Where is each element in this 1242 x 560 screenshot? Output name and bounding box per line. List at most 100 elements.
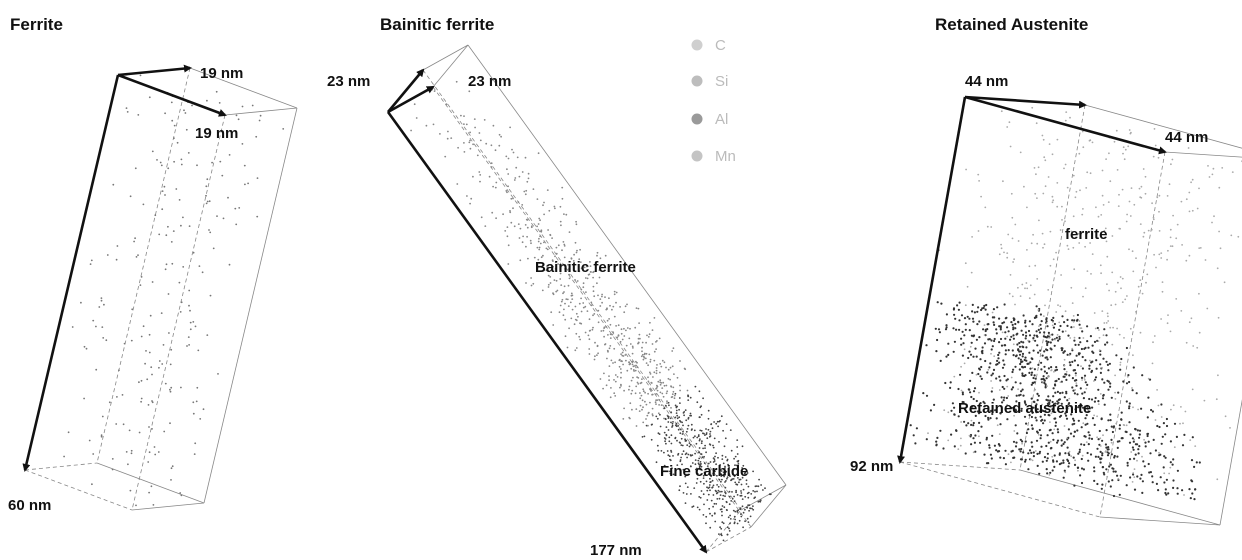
legend-label: Si [715, 73, 728, 90]
atom [1073, 215, 1075, 217]
atom [998, 341, 1000, 343]
atom [1102, 434, 1104, 436]
atom [550, 282, 552, 284]
atom [543, 202, 545, 204]
atom [972, 304, 974, 306]
atom [1106, 429, 1108, 431]
atom [1034, 294, 1036, 296]
atom [1028, 352, 1030, 354]
atom [990, 339, 992, 341]
atom [976, 311, 978, 313]
atom [527, 258, 529, 260]
atom [1033, 334, 1035, 336]
legend-swatch [692, 114, 703, 125]
atom [1114, 375, 1116, 377]
atom [127, 463, 129, 465]
atom [1047, 358, 1049, 360]
atom [930, 409, 932, 411]
atom [1050, 265, 1052, 267]
atom [1065, 379, 1067, 381]
box-edge [1100, 152, 1165, 517]
atom [1012, 261, 1014, 263]
atom [1075, 375, 1077, 377]
atom [590, 302, 592, 304]
atom [1076, 429, 1078, 431]
atom [1132, 250, 1134, 252]
atom [101, 300, 103, 302]
atom [191, 105, 193, 107]
atom [672, 455, 674, 457]
atom [651, 394, 653, 396]
atom [993, 355, 995, 357]
atom [658, 412, 660, 414]
atom [664, 361, 666, 363]
atom [573, 254, 575, 256]
atom [589, 338, 591, 340]
atom [655, 403, 657, 405]
atom [1018, 240, 1020, 242]
atom [1062, 459, 1064, 461]
atom [242, 143, 244, 145]
atom [1074, 389, 1076, 391]
atom [935, 328, 937, 330]
atom [1061, 206, 1063, 208]
atom [1036, 122, 1038, 124]
atom [463, 123, 465, 125]
atom [1163, 466, 1165, 468]
atom [592, 327, 594, 329]
atom [711, 500, 713, 502]
atom [1183, 494, 1185, 496]
atom [1049, 429, 1051, 431]
atom [687, 396, 689, 398]
atom [510, 222, 512, 224]
atom [1059, 463, 1061, 465]
atom [1081, 393, 1083, 395]
atom [209, 232, 211, 234]
atom [734, 500, 736, 502]
atom [680, 457, 682, 459]
atom [1101, 378, 1103, 380]
atom [709, 513, 711, 515]
atom [563, 291, 565, 293]
atom [964, 317, 966, 319]
atom [195, 326, 197, 328]
atom [1029, 265, 1031, 267]
atom [1188, 147, 1190, 149]
atom [1031, 323, 1033, 325]
atom [480, 140, 482, 142]
atom [116, 259, 118, 261]
atom [642, 342, 644, 344]
atom [1063, 365, 1065, 367]
legend-swatch [692, 40, 703, 51]
atom [557, 290, 559, 292]
atom [1072, 418, 1074, 420]
atom [604, 326, 606, 328]
atom [456, 183, 458, 185]
atom [659, 372, 661, 374]
atom [1129, 476, 1131, 478]
atom [531, 285, 533, 287]
atom [1043, 335, 1045, 337]
atom [563, 213, 565, 215]
atom [646, 362, 648, 364]
atom [1077, 364, 1079, 366]
atom [655, 401, 657, 403]
atom [1061, 392, 1063, 394]
atom [739, 520, 741, 522]
atom [680, 444, 682, 446]
atom [68, 431, 70, 433]
atom [1098, 329, 1100, 331]
box-edge [1165, 152, 1242, 160]
box-edge [1220, 160, 1242, 525]
atom [1109, 386, 1111, 388]
dimension-arrow [965, 97, 1165, 152]
atom [639, 410, 641, 412]
atom [1083, 337, 1085, 339]
atom [1139, 433, 1141, 435]
atom [1040, 420, 1042, 422]
atom [589, 353, 591, 355]
atom [509, 127, 511, 129]
atom [1082, 208, 1084, 210]
atom [1220, 247, 1222, 249]
atom [670, 411, 672, 413]
